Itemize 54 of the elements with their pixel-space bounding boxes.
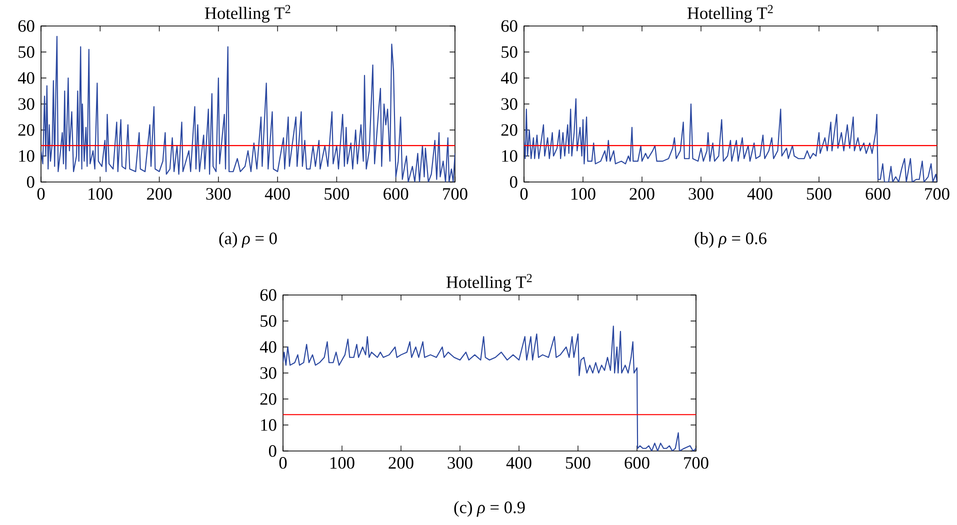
line-series xyxy=(524,98,937,182)
text: (a) ρ = 0 xyxy=(219,232,277,248)
y-tick-label: 40 xyxy=(18,72,34,84)
y-tick-label: 60 xyxy=(18,20,34,32)
x-tick-label: 600 xyxy=(866,188,890,200)
x-tick-label: 100 xyxy=(572,188,596,200)
text: (c) ρ = 0.9 xyxy=(454,501,525,517)
chart-title: Hotelling T$^{2}$ xyxy=(687,5,773,23)
x-tick-label: 200 xyxy=(388,457,414,469)
chart-title: Hotelling T$^{2}$ xyxy=(446,274,532,292)
y-tick-label: 10 xyxy=(502,150,518,162)
x-tick-label: 600 xyxy=(384,188,408,200)
y-tick-label: 0 xyxy=(26,176,34,188)
x-tick-label: 300 xyxy=(206,188,231,200)
x-tick-label: 400 xyxy=(747,188,772,200)
y-tick-label: 10 xyxy=(261,419,276,431)
y-tick-label: 60 xyxy=(260,289,276,301)
x-tick-label: 0 xyxy=(279,457,287,469)
x-tick-label: 500 xyxy=(566,457,590,469)
y-tick-label: 40 xyxy=(500,72,518,84)
y-tick-label: 20 xyxy=(18,124,34,136)
x-tick-label: 100 xyxy=(88,188,112,200)
y-tick-label: 50 xyxy=(260,315,276,327)
x-tick-label: 200 xyxy=(147,188,172,200)
y-tick-label: 60 xyxy=(501,20,518,32)
y-tick-label: 40 xyxy=(260,341,276,353)
x-tick-label: 300 xyxy=(688,188,714,200)
y-tick-label: 50 xyxy=(18,46,34,58)
x-tick-label: 700 xyxy=(925,188,950,200)
y-tick-label: 30 xyxy=(260,367,276,379)
y-tick-label: 20 xyxy=(260,393,276,405)
y-tick-label: 0 xyxy=(268,445,276,457)
x-tick-label: 500 xyxy=(807,188,832,200)
y-tick-label: 50 xyxy=(502,46,518,58)
line-series xyxy=(41,36,455,182)
y-tick-label: 30 xyxy=(501,98,518,110)
x-tick-label: 300 xyxy=(448,457,472,469)
x-tick-label: 0 xyxy=(37,188,45,200)
x-tick-label: 700 xyxy=(443,188,468,200)
y-tick-label: 0 xyxy=(510,176,518,188)
x-tick-label: 500 xyxy=(324,188,350,200)
chart-title: Hotelling T$^{2}$ xyxy=(204,5,290,23)
x-tick-label: 400 xyxy=(264,188,290,200)
y-tick-label: 30 xyxy=(18,98,34,110)
x-tick-label: 100 xyxy=(330,457,354,469)
text: (b) ρ = 0.6 xyxy=(694,232,766,248)
x-tick-label: 600 xyxy=(624,457,650,469)
y-tick-label: 10 xyxy=(19,150,34,162)
line-series xyxy=(283,326,696,451)
x-tick-label: 200 xyxy=(630,188,654,200)
x-tick-label: 700 xyxy=(684,457,708,469)
y-tick-label: 20 xyxy=(501,124,518,136)
x-tick-label: 400 xyxy=(506,457,532,469)
x-tick-label: 0 xyxy=(520,188,528,200)
